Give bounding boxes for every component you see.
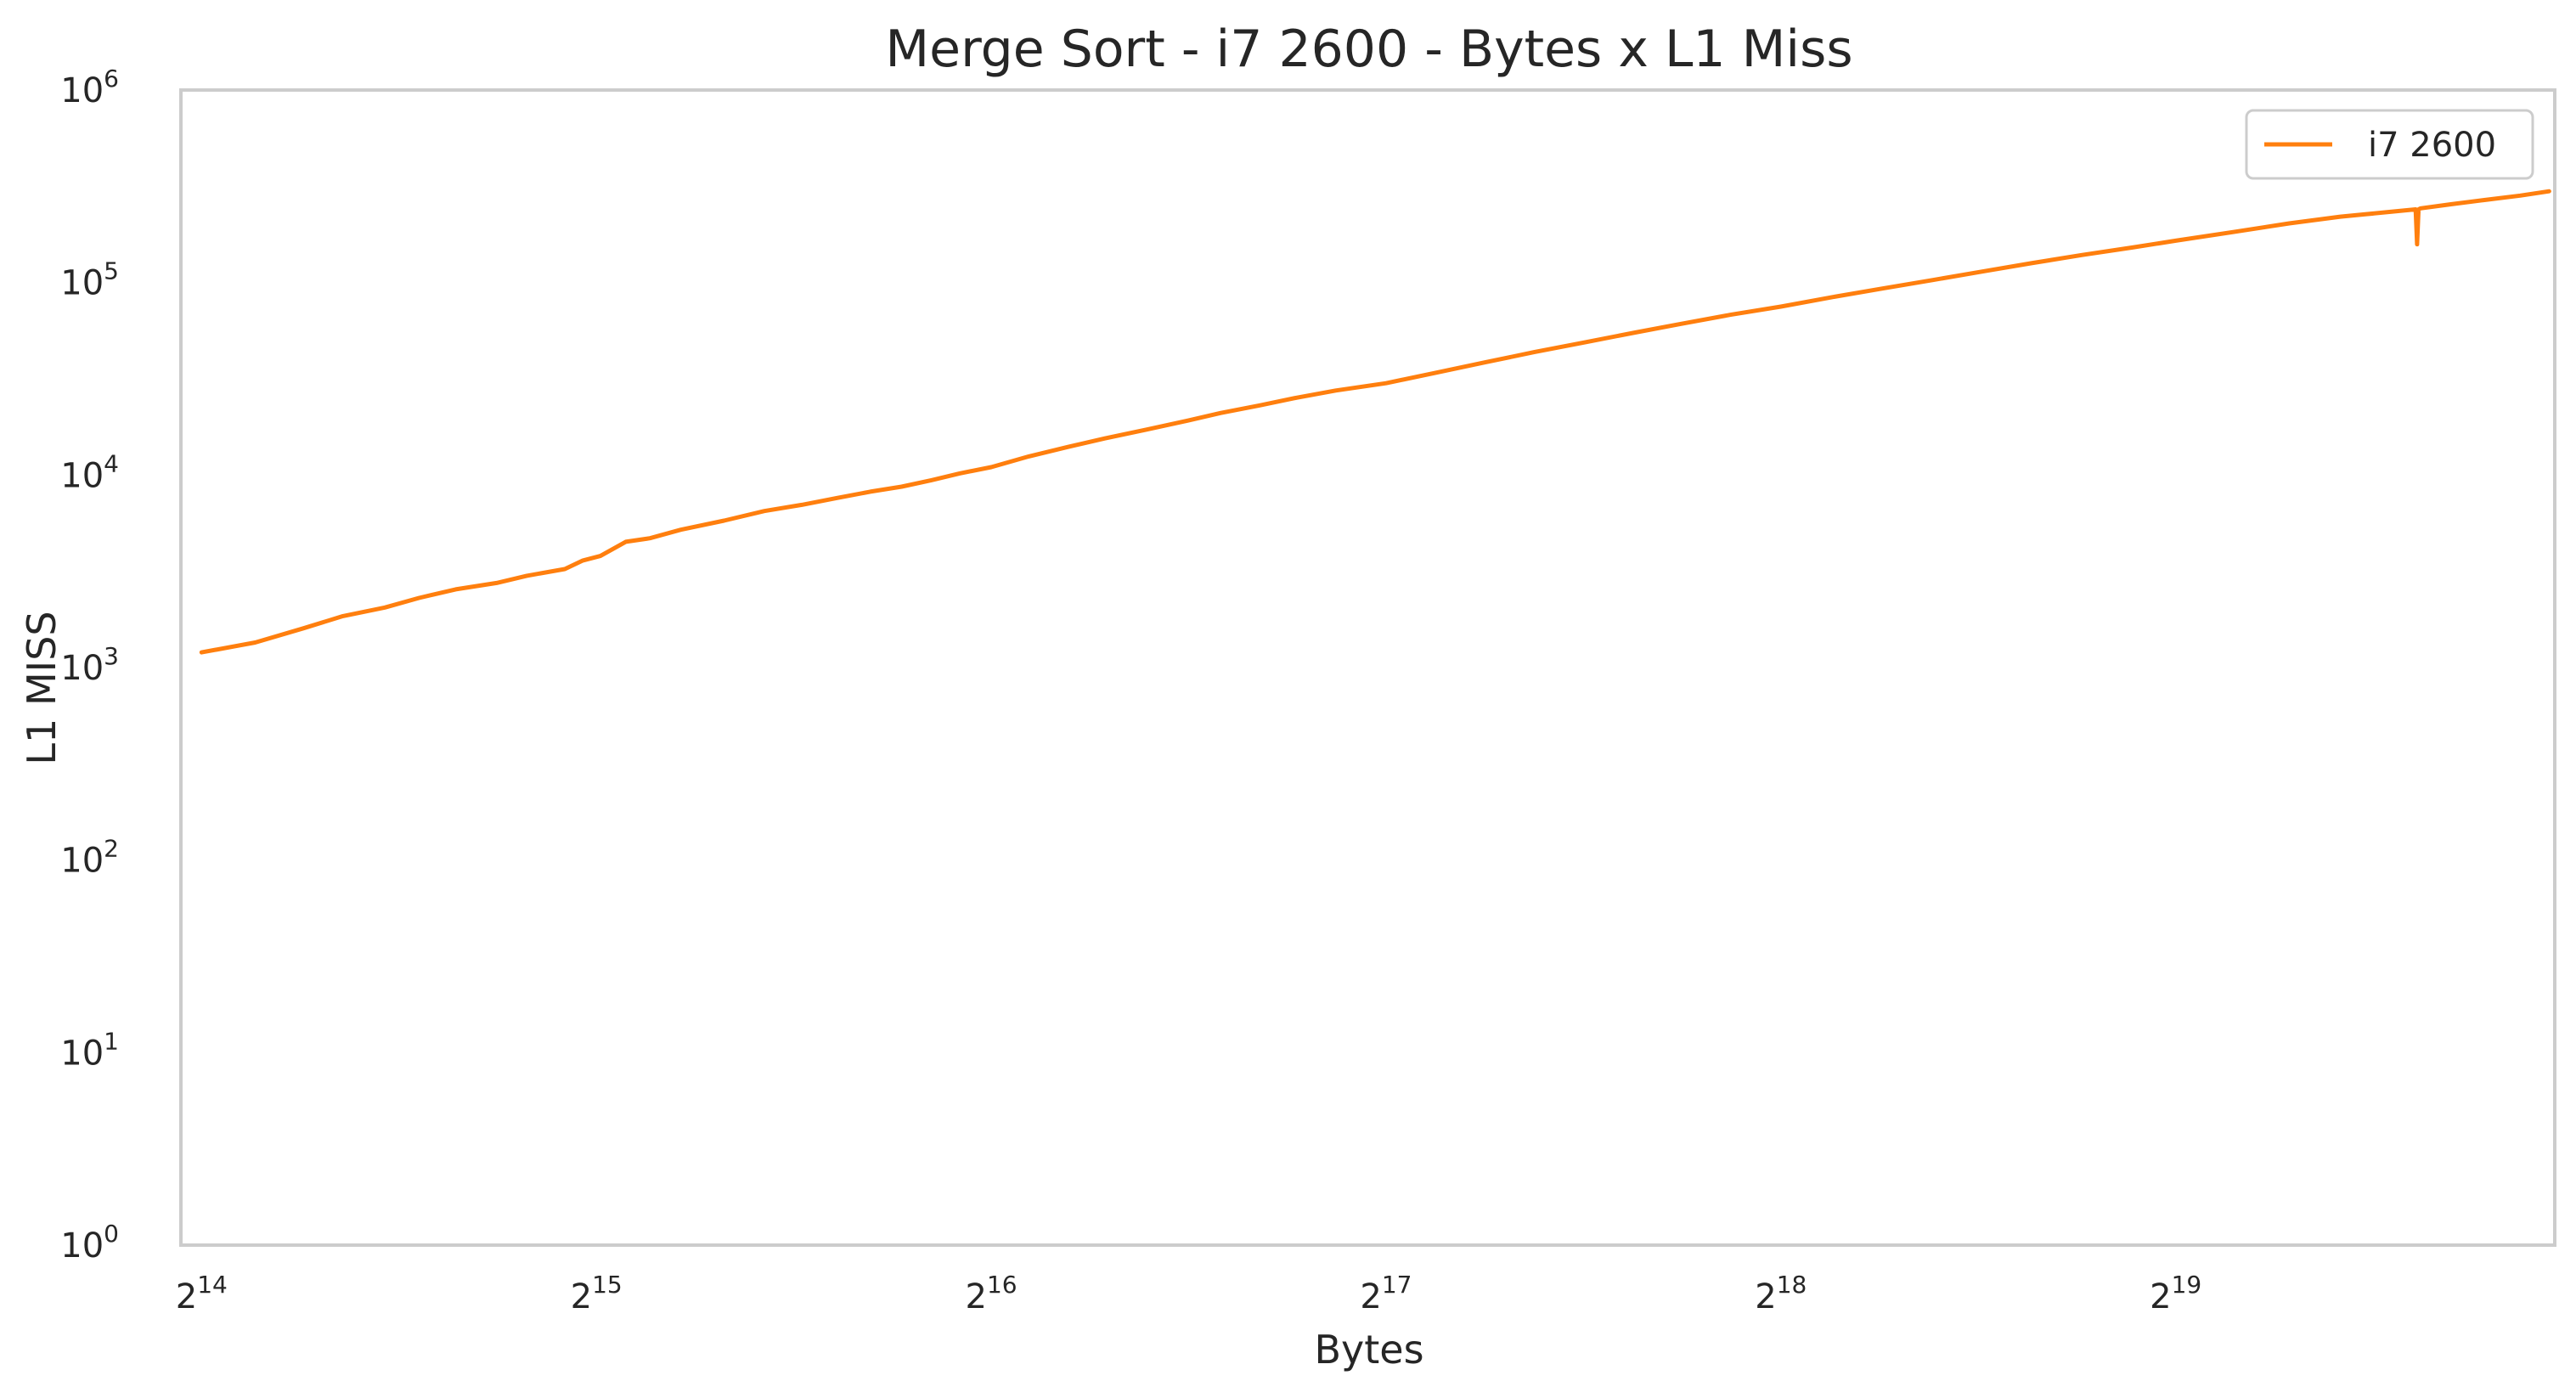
x-axis-ticks: 214 215 216 217 218 219 — [176, 1271, 2201, 1316]
x-tick-label: 218 — [1755, 1271, 1807, 1316]
y-tick-label: 101 — [60, 1027, 119, 1073]
y-tick-label: 105 — [60, 257, 119, 303]
y-tick-label: 104 — [60, 449, 119, 495]
plot-frame — [179, 88, 2556, 1247]
y-axis-label: L1 MISS — [19, 611, 65, 764]
legend: i7 2600 — [2245, 109, 2534, 180]
y-tick-label: 103 — [60, 642, 119, 688]
legend-box — [2245, 109, 2534, 180]
y-tick-label: 106 — [60, 65, 119, 110]
series-line-i7-2600 — [199, 189, 2551, 655]
x-tick-label: 217 — [1360, 1271, 1412, 1316]
chart-title: Merge Sort - i7 2600 - Bytes x L1 Miss — [885, 20, 1852, 79]
y-tick-label: 100 — [60, 1220, 119, 1266]
legend-label-i7-2600: i7 2600 — [2368, 126, 2496, 165]
x-tick-label: 219 — [2150, 1271, 2201, 1316]
y-axis-ticks: 100 101 102 103 104 105 106 — [60, 65, 119, 1266]
x-tick-label: 214 — [176, 1271, 228, 1316]
x-axis-label: Bytes — [1314, 1327, 1423, 1373]
plot-area — [179, 88, 2556, 1247]
y-tick-label: 102 — [60, 835, 119, 881]
x-tick-label: 215 — [571, 1271, 623, 1316]
x-tick-label: 216 — [966, 1271, 1017, 1316]
